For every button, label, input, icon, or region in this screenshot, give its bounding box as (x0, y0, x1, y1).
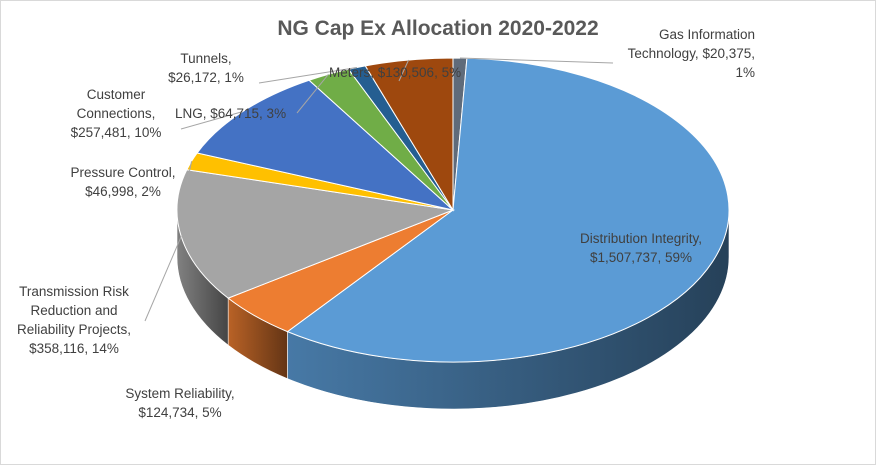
slice-transmission (176, 169, 455, 299)
leader-line-transmission (144, 236, 182, 322)
slice-label-gas-it: Gas Information Technology, $20,375, 1% (627, 27, 755, 80)
slice-customer (196, 79, 455, 211)
slice-label-tunnels: Tunnels, $26,172, 1% (168, 51, 244, 85)
leader-line-customer (180, 111, 243, 130)
slice-label-system-reliability: System Reliability, $124,734, 5% (125, 386, 235, 420)
pie-top (176, 57, 730, 363)
slice-distribution (286, 57, 730, 363)
slice-label-transmission: Transmission Risk Reduction and Reliabil… (16, 284, 132, 356)
leader-line-tunnels (258, 67, 357, 84)
leader-line-lng (296, 74, 329, 114)
leader-line-pressure (186, 161, 193, 184)
leader-lines (144, 57, 614, 322)
leader-line-gas_it (459, 57, 614, 64)
slice-label-meters: Meters, $130,506, 5% (329, 65, 462, 80)
slice-label-pressure-control: Pressure Control, $46,998, 2% (70, 165, 176, 199)
slice-label-lng: LNG, $64,715, 3% (175, 106, 287, 121)
leader-line-meters (398, 59, 410, 82)
chart-title: NG Cap Ex Allocation 2020-2022 (277, 17, 599, 40)
slice-label-distribution-integrity: Distribution Integrity, $1,507,737, 59% (579, 231, 703, 265)
slice-label-customer-connections: Customer Connections, $257,481, 10% (70, 87, 162, 140)
